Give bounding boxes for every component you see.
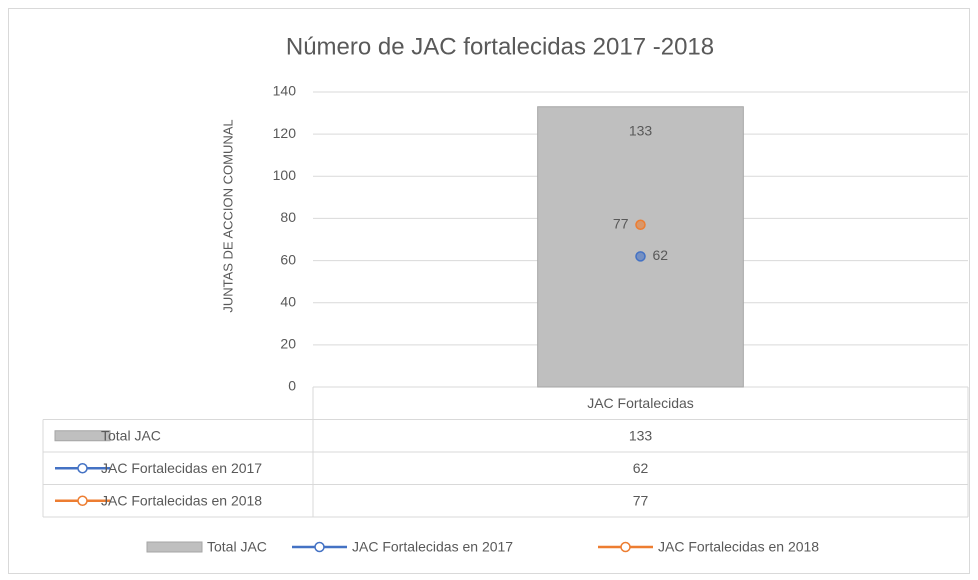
table-series-name: JAC Fortalecidas en 2018 <box>101 492 262 508</box>
y-tick-label: 80 <box>280 209 296 225</box>
table-value: 62 <box>633 460 649 476</box>
x-tick-label: JAC Fortalecidas <box>587 395 694 411</box>
data-label: 77 <box>613 215 629 231</box>
line-marker <box>635 251 646 262</box>
y-tick-label: 60 <box>280 251 296 267</box>
legend-label: JAC Fortalecidas en 2018 <box>658 539 819 555</box>
table-value: 133 <box>629 427 653 443</box>
table-legend-key <box>77 463 88 474</box>
table-series-name: Total JAC <box>101 427 161 443</box>
data-label: 133 <box>629 122 653 138</box>
table-legend-key <box>77 495 88 506</box>
y-tick-label: 40 <box>280 293 296 309</box>
table-series-name: JAC Fortalecidas en 2017 <box>101 460 262 476</box>
table-value: 77 <box>633 492 649 508</box>
legend-key <box>314 541 325 553</box>
line-marker <box>635 219 646 230</box>
chart-border <box>8 8 970 574</box>
y-tick-label: 0 <box>288 378 296 394</box>
data-label: 62 <box>653 247 669 263</box>
table-legend-key <box>54 430 111 442</box>
legend-label: Total JAC <box>207 539 267 555</box>
legend-key <box>146 541 203 553</box>
y-tick-label: 140 <box>273 83 297 99</box>
y-tick-label: 120 <box>273 125 297 141</box>
bar <box>537 106 744 388</box>
legend-label: JAC Fortalecidas en 2017 <box>352 539 513 555</box>
legend-key <box>620 541 631 553</box>
chart-title: Número de JAC fortalecidas 2017 -2018 <box>286 33 714 60</box>
y-axis-title: JUNTAS DE ACCION COMUNAL <box>220 119 235 312</box>
y-tick-label: 100 <box>273 167 297 183</box>
y-tick-label: 20 <box>280 336 296 352</box>
